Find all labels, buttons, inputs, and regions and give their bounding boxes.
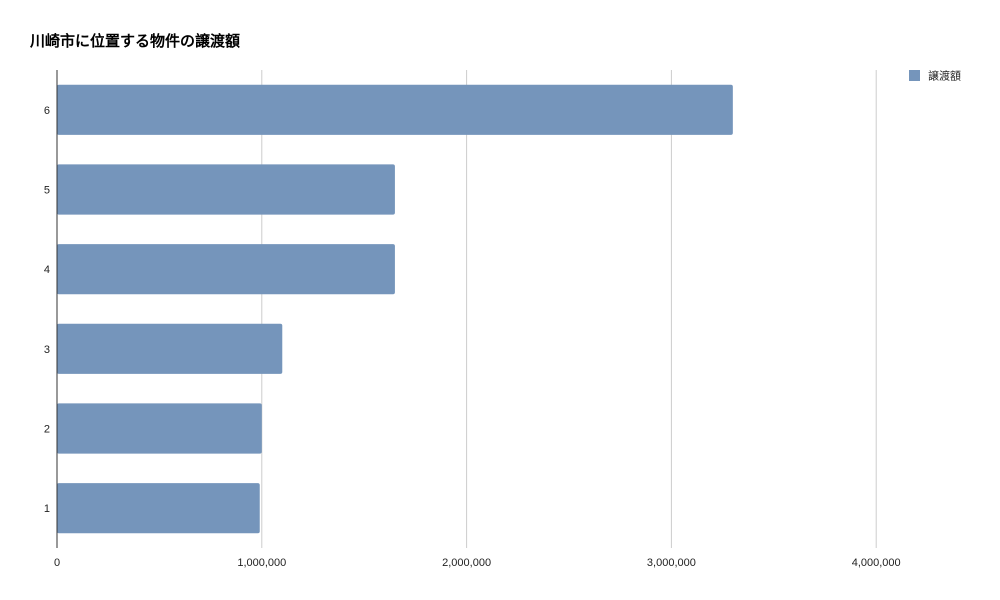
legend-label: 譲渡額 xyxy=(928,69,961,83)
gridlines xyxy=(261,70,877,548)
y-axis-ticks: 1 2 3 4 5 6 xyxy=(44,105,50,515)
y-tick-label: 1 xyxy=(44,503,50,515)
x-tick-label: 4,000,000 xyxy=(852,557,901,569)
chart-title: 川崎市に位置する物件の譲渡額 xyxy=(29,32,240,50)
x-tick-label: 3,000,000 xyxy=(647,557,696,569)
bar-2 xyxy=(57,403,262,454)
y-tick-label: 2 xyxy=(44,424,50,436)
y-tick-label: 3 xyxy=(44,344,50,356)
y-tick-label: 4 xyxy=(44,264,50,276)
bar-4 xyxy=(57,244,395,295)
x-axis-ticks: 0 1,000,000 2,000,000 3,000,000 4,000,000 xyxy=(54,557,901,569)
bar-6 xyxy=(57,84,733,135)
y-tick-label: 5 xyxy=(44,185,50,197)
y-tick-label: 6 xyxy=(44,105,50,117)
bar-1 xyxy=(57,483,260,534)
legend: 譲渡額 xyxy=(909,69,961,83)
x-tick-label: 1,000,000 xyxy=(237,557,286,569)
x-tick-label: 2,000,000 xyxy=(442,557,491,569)
x-tick-label: 0 xyxy=(54,557,60,569)
legend-swatch xyxy=(909,70,920,81)
bar-5 xyxy=(57,164,395,215)
bar-3 xyxy=(57,323,283,374)
bars xyxy=(57,84,733,534)
